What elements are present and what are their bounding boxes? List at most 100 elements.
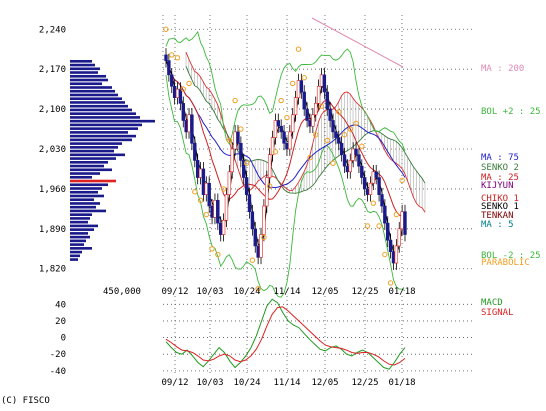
candle-body [331,120,335,133]
candle-body [210,205,214,218]
price-tick-3: 2,030 [39,145,66,155]
candle-27 [242,153,246,185]
candle-20 [221,213,226,242]
sar-dot-18 [215,251,221,258]
candle-39 [276,113,281,134]
sar-dot-2 [169,52,175,58]
candle-54 [319,68,324,94]
candle-43 [288,125,292,156]
candle-body [285,142,289,150]
candle-61 [339,136,344,162]
sar-dot-68 [359,143,365,149]
candlesticks [164,48,407,270]
candle-16 [210,199,214,225]
legend-item-7: SENKO 1 [481,202,519,212]
candle-body [250,211,255,230]
volume-bar-41 [70,213,92,216]
candle-4 [175,82,180,105]
candle-19 [219,216,223,242]
indicator-lines [165,17,406,298]
candle-55 [322,68,327,99]
candle-body [397,228,401,247]
sar-dot-36 [266,183,273,189]
candle-body [230,148,234,173]
candle-body [290,114,295,133]
sar-dot-6 [180,86,186,92]
candle-32 [256,239,260,265]
candle-body [383,205,387,224]
candle-body [325,91,329,110]
candle-10 [193,136,197,168]
price-tick-1: 2,170 [39,65,66,75]
sar-dot-54 [318,103,325,109]
sar-dot-66 [353,120,359,127]
candle-body [357,154,361,167]
volume-bar-30 [70,172,100,175]
candle-35 [265,170,269,213]
candle-52 [314,96,318,122]
sar-dot-42 [284,114,290,121]
sar-dot-32 [255,286,261,292]
candle-body [322,74,327,93]
legend-item-5: KIJYUN [481,181,514,191]
volume-bar-22 [70,142,122,145]
sar-dot-44 [289,80,296,87]
candle-body [374,171,378,178]
candle-29 [247,187,252,219]
sar-dot-24 [232,97,238,104]
candle-body [267,154,272,178]
candle-body [178,88,183,104]
volume-bar-11 [70,101,125,104]
candle-body [328,108,332,121]
legend-item-6: CHIKO 1 [481,194,519,204]
candle-body [164,54,168,61]
candle-body [172,85,177,98]
candle-body [221,219,226,235]
candle-75 [380,187,384,213]
candle-77 [386,216,390,248]
candle-68 [360,159,364,185]
sar-dot-52 [313,132,319,138]
volume-bar-42 [70,217,90,220]
price-date-tick-6: 01/18 [388,287,415,297]
sar-dot-10 [192,189,198,195]
volume-bar-6 [70,82,102,86]
candle-body [288,131,292,150]
candle-body [314,103,318,116]
candle-body [394,245,399,264]
volume-bar-47 [70,235,90,239]
candle-14 [204,176,209,202]
sar-dot-16 [209,246,215,252]
price-tick-4: 1,960 [39,185,66,195]
candle-49 [305,102,309,128]
volume-bar-25 [70,153,125,157]
volume-bar-43 [70,220,88,224]
candle-body [247,194,252,213]
legend-item-9: MA : 5 [481,220,514,230]
candle-69 [362,170,367,196]
macd-tick-4: -40 [50,367,66,377]
candle-body [337,137,341,144]
candle-body [227,171,232,195]
candle-body [342,154,347,167]
candle-34 [262,199,266,242]
volume-bar-17 [70,123,142,127]
candle-body [345,165,350,173]
candle-body [362,177,367,190]
volume-bar-46 [70,232,88,235]
candle-body [319,74,324,87]
candle-24 [233,125,237,156]
sar-dot-4 [174,55,181,61]
volume-bar-31 [70,175,92,179]
macd-date-tick-5: 12/25 [351,378,378,388]
candle-body [244,177,249,195]
volume-bar-7 [70,86,112,89]
macd-tick-3: -20 [50,350,66,360]
volume-bar-23 [70,146,118,149]
candle-53 [316,79,321,111]
candle-57 [328,102,332,128]
candle-body [256,245,260,258]
candle-body [204,182,209,195]
volume-bar-16 [70,119,155,123]
candle-body [339,142,344,156]
